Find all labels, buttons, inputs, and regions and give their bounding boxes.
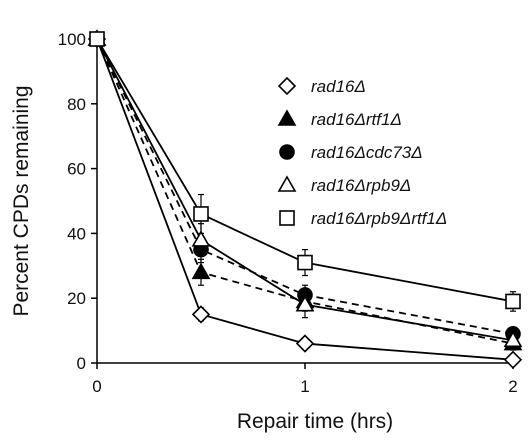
data-point <box>193 206 209 222</box>
legend-item: rad16Δcdc73Δ <box>279 143 423 162</box>
x-axis-title: Repair time (hrs) <box>237 410 393 433</box>
legend-marker <box>279 144 295 160</box>
data-point <box>505 293 521 310</box>
data-point <box>295 334 315 353</box>
series-line <box>96 38 514 303</box>
series-line <box>96 38 514 361</box>
legend-item: rad16Δrpb9Δrtf1Δ <box>279 209 447 228</box>
series-line <box>96 38 514 342</box>
data-point <box>297 254 313 271</box>
legend-marker <box>277 175 297 192</box>
series-1 <box>87 29 523 369</box>
legend-label: rad16Δrpb9Δrtf1Δ <box>311 209 447 228</box>
legend: rad16Δ rad16Δrtf1Δ rad16Δcdc73Δ rad16Δrpb9Δ… <box>277 76 447 228</box>
legend-item: rad16Δrtf1Δ <box>277 109 402 129</box>
y-tick-label: 40 <box>67 224 86 243</box>
legend-marker <box>277 76 297 96</box>
legend-label: rad16Δrtf1Δ <box>311 110 402 129</box>
y-tick-label: 60 <box>67 160 86 179</box>
legend-label: rad16Δ <box>311 77 366 96</box>
x-tick-label: 1 <box>300 377 309 396</box>
data-point <box>89 31 105 47</box>
ticks: 0 20 40 60 80 100 0 1 2 <box>58 30 518 396</box>
legend-item: rad16Δ <box>277 76 366 96</box>
data-point <box>295 295 315 312</box>
data-point <box>503 330 523 348</box>
y-tick-label: 0 <box>77 354 86 373</box>
legend-label: rad16Δcdc73Δ <box>311 143 423 162</box>
legend-marker <box>279 210 295 226</box>
legend-label: rad16Δrpb9Δ <box>311 176 411 195</box>
y-axis-title: Percent CPDs remaining <box>10 85 33 316</box>
x-tick-label: 0 <box>92 377 101 396</box>
legend-item: rad16Δrpb9Δ <box>277 175 411 195</box>
series-5 <box>89 31 521 312</box>
series-group <box>87 29 523 369</box>
y-tick-label: 100 <box>58 30 86 49</box>
data-point <box>191 305 211 324</box>
data-point <box>191 230 211 247</box>
x-tick-label: 2 <box>508 377 517 396</box>
legend-marker <box>277 109 297 126</box>
data-point <box>503 350 523 369</box>
y-tick-label: 20 <box>67 289 86 308</box>
data-point <box>191 262 211 280</box>
y-tick-label: 80 <box>67 95 86 114</box>
